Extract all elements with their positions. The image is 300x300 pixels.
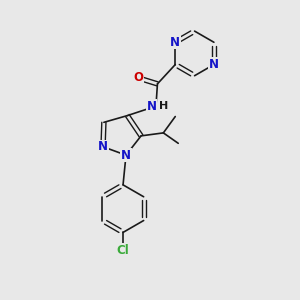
Text: N: N <box>98 140 108 153</box>
Text: H: H <box>159 101 168 111</box>
Text: O: O <box>133 71 143 84</box>
Text: N: N <box>121 148 131 162</box>
Text: N: N <box>209 58 219 71</box>
Text: Cl: Cl <box>117 244 129 257</box>
Text: N: N <box>146 100 157 113</box>
Text: N: N <box>170 36 180 49</box>
